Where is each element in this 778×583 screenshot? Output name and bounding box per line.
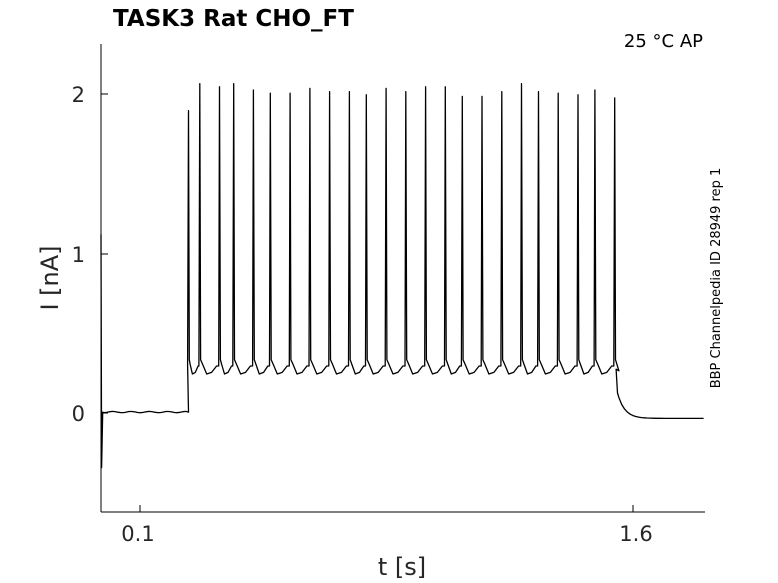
x-tick-label-0: 0.1 [121,522,154,546]
chart-title: TASK3 Rat CHO_FT [113,6,354,32]
side-label: BBP Channelpedia ID 28949 rep 1 [709,168,724,389]
y-tick-label-1: 1 [72,243,85,267]
y-tick-label-0: 0 [72,402,85,426]
plot-area: 2 1 0 0.1 1.6 [72,44,705,546]
current-trace-line [100,83,704,469]
y-axis-label: I [nA] [36,245,64,310]
x-tick-label-1: 1.6 [619,522,652,546]
y-tick-label-2: 2 [72,83,85,107]
condition-label: 25 °C AP [624,31,703,52]
x-axis-label: t [s] [378,553,426,581]
